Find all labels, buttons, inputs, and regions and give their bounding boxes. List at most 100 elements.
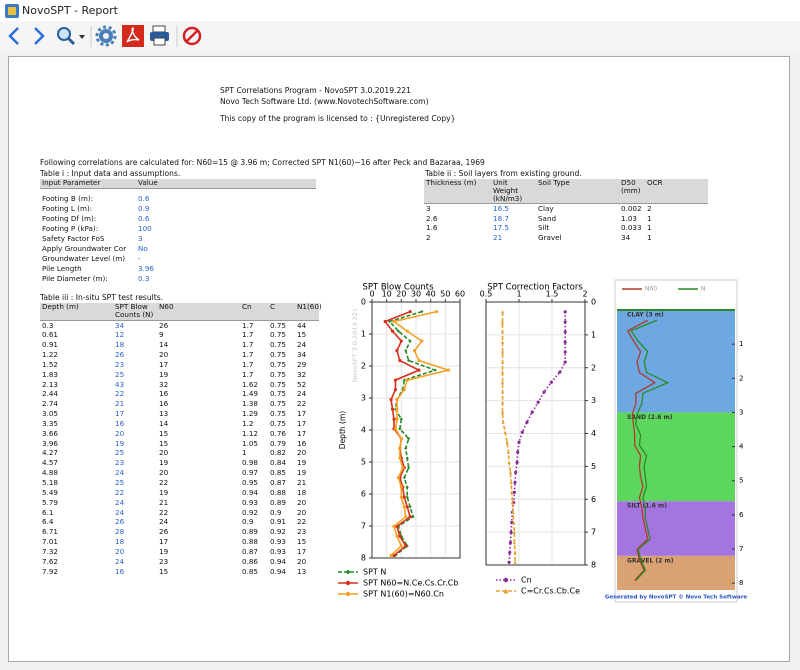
point [509, 480, 513, 485]
cell: 9 [159, 330, 164, 340]
point [506, 450, 511, 454]
point [563, 350, 567, 354]
column-header: Depth (m) [40, 303, 113, 321]
y-tick-label: 0 [591, 298, 596, 307]
point [398, 427, 402, 431]
point [510, 490, 514, 494]
point [417, 368, 421, 372]
cell: 0.75 [270, 369, 287, 379]
cell: 22 [159, 507, 169, 517]
cell: 23 [297, 527, 307, 537]
cell: 24 [159, 517, 169, 527]
x-tick-label: 0.5 [480, 290, 493, 299]
point [512, 530, 516, 535]
point [399, 495, 403, 499]
cell: 16 [297, 438, 307, 448]
table-row: 5.18 25 22 0.95 0.87 21 [40, 478, 319, 488]
point [388, 319, 392, 324]
cell: 1.83 [42, 369, 59, 379]
point [408, 310, 412, 314]
back-button[interactable] [8, 27, 19, 45]
point [407, 437, 411, 441]
cell: 0.75 [270, 379, 287, 389]
column-header: SPT Blow Counts (N) [113, 303, 157, 321]
point [389, 398, 393, 402]
column-header: Value [136, 179, 316, 189]
cell: 22 [159, 478, 169, 487]
cell: 7.01 [42, 537, 59, 547]
point [500, 350, 505, 354]
cell: 0.75 [270, 399, 287, 409]
y-tick-label: 4 [739, 443, 744, 451]
point [405, 456, 409, 460]
zoom-button[interactable] [57, 27, 85, 46]
column-header: C [268, 303, 295, 321]
cell: 14 [159, 340, 169, 350]
summary: Following correlations are calculated fo… [40, 158, 485, 167]
point [501, 420, 505, 424]
point [500, 380, 505, 384]
print-button[interactable] [150, 25, 169, 46]
cell: 17 [297, 546, 307, 556]
y-tick-label: 2 [591, 363, 596, 372]
forward-button[interactable] [34, 27, 45, 45]
legend-marker [503, 577, 509, 583]
point [399, 544, 403, 548]
cell: 0.3 [138, 274, 150, 283]
legend-marker [345, 580, 351, 586]
cell: 12 [115, 330, 125, 340]
point [514, 470, 518, 474]
cell: 1 [647, 232, 652, 242]
cell: 6.1 [42, 507, 54, 517]
point [536, 400, 540, 404]
cell: 1 [647, 213, 652, 223]
cell: 16 [115, 566, 125, 576]
cell: 22 [297, 517, 307, 527]
x-tick-label: 50 [440, 290, 450, 299]
cell: Footing L (m): [42, 204, 93, 213]
settings-button[interactable] [95, 25, 117, 47]
cell: 2.13 [42, 379, 59, 389]
cell: 16 [159, 399, 169, 409]
point [398, 534, 402, 538]
table-row: 6.71 28 26 0.89 0.92 23 [40, 527, 319, 537]
table-row: 7.01 18 17 0.88 0.93 15 [40, 537, 319, 547]
cell: 4.88 [42, 468, 59, 478]
point [512, 520, 516, 525]
cell: 17 [297, 409, 307, 419]
table-row: 6.1 24 22 0.92 0.9 20 [40, 508, 319, 518]
y-tick-label: 6 [361, 490, 366, 499]
stop-button[interactable] [182, 26, 202, 46]
cell: 21 [493, 232, 503, 242]
cell: 0.85 [242, 566, 259, 576]
point [500, 370, 505, 374]
cell: 3.35 [42, 418, 59, 428]
cell: 24 [115, 507, 125, 517]
point [563, 340, 567, 344]
point [402, 505, 406, 509]
cell: 1.6 [426, 223, 438, 233]
point [407, 466, 411, 470]
legend-label: Cn [521, 576, 532, 585]
y-tick-label: 2 [739, 374, 743, 382]
app-icon [5, 4, 19, 18]
x-tick-label: 30 [411, 290, 421, 299]
cell: 0.94 [242, 487, 259, 497]
cell: 26 [115, 517, 125, 527]
cell: 0.75 [270, 359, 287, 369]
point [563, 310, 567, 314]
point [389, 553, 393, 558]
column-header: D50 (mm) [619, 179, 645, 204]
pdf-button[interactable] [122, 25, 144, 47]
point [407, 358, 411, 363]
cell: 34 [297, 350, 307, 360]
table-row: 0.61 12 9 1.7 0.75 15 [40, 330, 319, 340]
y-tick-label: 8 [361, 554, 366, 563]
y-tick-label: 3 [739, 408, 743, 416]
point [404, 349, 408, 353]
layer-label: SAND (2.6 m) [627, 414, 673, 421]
point [563, 330, 567, 334]
point [500, 340, 505, 344]
table-row: 3.35 16 14 1.2 0.75 17 [40, 419, 319, 429]
cell: 6.4 [42, 517, 54, 527]
